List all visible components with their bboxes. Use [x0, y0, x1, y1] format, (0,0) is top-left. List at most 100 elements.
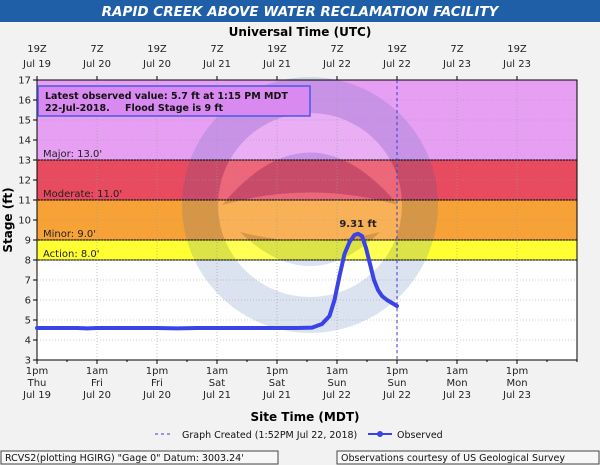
observed-point — [95, 326, 99, 330]
x-tick-label: 1pm — [26, 366, 48, 377]
x-tick-label: 1am — [326, 366, 348, 377]
x-tick-label: Jul 22 — [382, 390, 411, 401]
top-tick-date: Jul 21 — [262, 59, 291, 70]
x-tick-label: 1am — [86, 366, 108, 377]
observed-point — [364, 246, 368, 250]
top-tick-date: Jul 22 — [382, 59, 411, 70]
stage-label-moderate: Moderate: 11.0' — [43, 189, 122, 200]
top-axis-title: Universal Time (UTC) — [229, 25, 372, 39]
title-bar — [0, 0, 600, 22]
observed-point — [310, 326, 314, 330]
observed-point — [320, 322, 324, 326]
observed-point — [255, 326, 259, 330]
x-tick-label: 1pm — [386, 366, 408, 377]
observed-point — [295, 326, 299, 330]
y-tick-label: 12 — [18, 176, 31, 187]
band-normal — [37, 260, 577, 360]
top-tick-label: 19Z — [267, 44, 287, 55]
observed-point — [342, 252, 347, 256]
x-tick-label: Jul 23 — [442, 390, 471, 401]
observed-point — [385, 298, 389, 302]
observed-point — [115, 326, 119, 330]
x-tick-label: 1am — [446, 366, 468, 377]
x-tick-label: Jul 22 — [322, 390, 351, 401]
top-tick-label: 7Z — [330, 44, 343, 55]
y-tick-label: 10 — [18, 216, 31, 227]
y-tick-label: 3 — [25, 356, 31, 367]
y-tick-label: 15 — [18, 116, 31, 127]
x-tick-label: Mon — [506, 378, 527, 389]
y-tick-label: 13 — [18, 156, 31, 167]
observed-point — [275, 326, 279, 330]
top-tick-date: Jul 20 — [82, 59, 111, 70]
top-tick-date: Jul 22 — [322, 59, 351, 70]
x-tick-label: Jul 23 — [502, 390, 531, 401]
y-axis-title: Stage (ft) — [1, 187, 15, 252]
top-tick-date: Jul 21 — [202, 59, 231, 70]
x-tick-label: Jul 20 — [82, 390, 111, 401]
x-tick-label: 1am — [206, 366, 228, 377]
x-tick-label: Sat — [209, 378, 225, 389]
y-tick-label: 7 — [25, 276, 31, 287]
top-tick-date: Jul 20 — [142, 59, 171, 70]
x-tick-label: Mon — [446, 378, 467, 389]
observed-point — [337, 274, 342, 278]
y-tick-label: 17 — [18, 76, 31, 87]
x-axis-title: Site Time (MDT) — [251, 410, 360, 424]
observed-point — [395, 304, 399, 308]
observed-series — [35, 231, 399, 331]
y-tick-label: 8 — [25, 256, 31, 267]
observed-point — [327, 314, 332, 318]
stage-label-minor: Minor: 9.0' — [43, 229, 96, 240]
y-axis-ticks: 3 4 5 6 7 8 9 10 11 12 13 14 15 16 17 — [18, 76, 37, 367]
footer-datum: RCVS2(plotting HGIRG) "Gage 0" Datum: 30… — [5, 453, 244, 464]
observed-point — [368, 262, 372, 266]
footer-source: Observations courtesy of US Geological S… — [341, 453, 565, 464]
x-tick-label: Jul 19 — [22, 390, 51, 401]
observed-point — [390, 301, 394, 305]
x-tick-label: 1pm — [266, 366, 288, 377]
observed-point — [352, 233, 357, 237]
y-tick-label: 6 — [25, 296, 31, 307]
x-tick-label: Jul 20 — [142, 390, 171, 401]
y-tick-label: 14 — [18, 136, 31, 147]
chart-title: RAPID CREEK ABOVE WATER RECLAMATION FACI… — [102, 4, 500, 20]
top-tick-label: 7Z — [90, 44, 103, 55]
top-tick-label: 19Z — [387, 44, 407, 55]
x-tick-label: Sun — [387, 378, 406, 389]
observed-point — [376, 288, 380, 292]
observed-point — [215, 326, 219, 330]
observed-point — [235, 326, 239, 330]
x-tick-label: Fri — [91, 378, 103, 389]
flood-stage-labels: Major: 13.0' Moderate: 11.0' Minor: 9.0' Ac… — [43, 149, 122, 260]
y-tick-label: 16 — [18, 96, 31, 107]
observed-point — [175, 326, 179, 330]
y-tick-label: 4 — [25, 336, 31, 347]
latest-value-text: Latest observed value: 5.7 ft at 1:15 PM… — [45, 91, 288, 102]
observed-point — [195, 326, 199, 330]
x-tick-label: 1pm — [146, 366, 168, 377]
y-tick-label: 9 — [25, 236, 31, 247]
y-tick-label: 11 — [18, 196, 31, 207]
observed-point — [356, 232, 360, 236]
legend-observed: Observed — [397, 430, 443, 441]
observed-point — [155, 326, 159, 330]
stage-label-major: Major: 13.0' — [43, 149, 102, 160]
top-tick-label: 7Z — [450, 44, 463, 55]
top-tick-date: Jul 19 — [22, 59, 51, 70]
top-tick-label: 19Z — [147, 44, 167, 55]
observed-point — [135, 326, 139, 330]
top-axis-ticks: 19Z Jul 19 7Z Jul 20 19Z Jul 20 7Z Jul 21 19Z Jul… — [22, 44, 531, 80]
x-tick-label: Jul 21 — [262, 390, 291, 401]
top-tick-label: 19Z — [27, 44, 47, 55]
flood-stage-text: Flood Stage is 9 ft — [125, 103, 224, 114]
x-tick-label: Thu — [27, 378, 47, 389]
latest-date-text: 22-Jul-2018. — [45, 103, 110, 114]
x-tick-label: Sat — [269, 378, 285, 389]
top-tick-label: 19Z — [507, 44, 527, 55]
y-tick-label: 5 — [25, 316, 31, 327]
footer-right-box — [336, 450, 600, 465]
observed-point — [332, 298, 337, 302]
